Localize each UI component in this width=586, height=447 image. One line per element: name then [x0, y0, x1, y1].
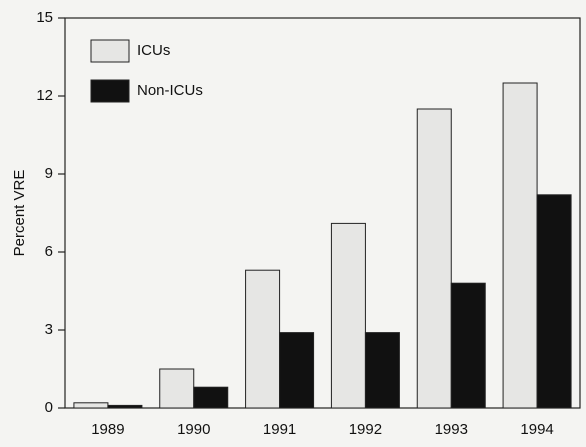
bar — [364, 332, 400, 409]
bar — [502, 82, 538, 409]
legend-swatch — [90, 79, 130, 103]
bar — [245, 269, 281, 409]
y-tick-label: 0 — [45, 399, 53, 416]
bar — [279, 332, 315, 409]
bar — [416, 108, 452, 409]
y-tick-label: 6 — [45, 243, 53, 260]
y-tick-label: 15 — [36, 9, 53, 26]
y-tick-label: 9 — [45, 165, 53, 182]
bar — [73, 402, 109, 409]
x-tick-label: 1992 — [349, 421, 382, 438]
bar — [536, 194, 572, 409]
legend-swatch — [90, 39, 130, 63]
x-tick-label: 1994 — [520, 421, 553, 438]
x-tick-label: 1989 — [91, 421, 124, 438]
plot-frame — [64, 17, 581, 409]
x-tick-label: 1993 — [435, 421, 468, 438]
bar — [107, 404, 143, 409]
legend-label: Non-ICUs — [137, 82, 203, 99]
legend-label: ICUs — [137, 42, 170, 59]
bar — [330, 222, 366, 409]
y-tick-label: 3 — [45, 321, 53, 338]
y-axis-label: Percent VRE — [11, 170, 28, 257]
bar — [450, 282, 486, 409]
y-tick-label: 12 — [36, 87, 53, 104]
bar — [193, 386, 229, 409]
x-tick-label: 1990 — [177, 421, 210, 438]
bar — [159, 368, 195, 409]
x-tick-label: 1991 — [263, 421, 296, 438]
